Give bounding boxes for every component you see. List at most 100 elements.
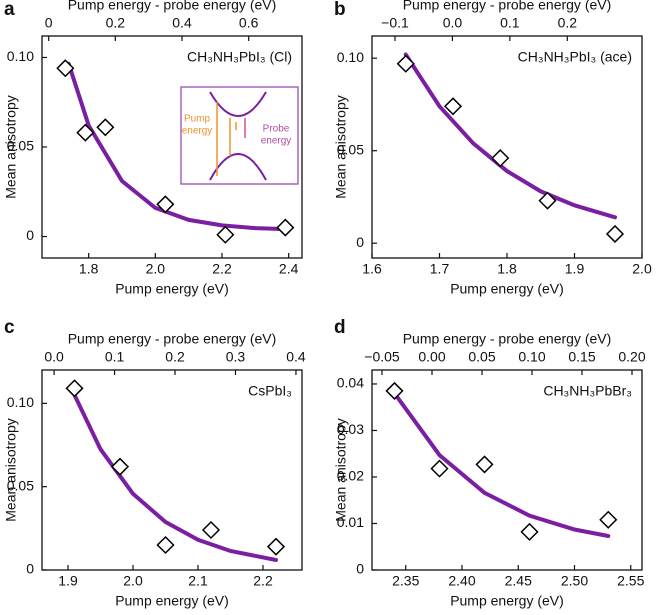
x2-tick-label: 0 xyxy=(45,15,53,31)
data-point xyxy=(216,225,235,244)
data-point xyxy=(599,510,618,529)
data-point xyxy=(276,218,295,237)
x-tick-label: 2.0 xyxy=(632,261,652,277)
data-point xyxy=(201,520,221,540)
y-tick-label: 0.04 xyxy=(337,375,364,391)
y-tick-label: 0 xyxy=(26,561,34,577)
fit-curve xyxy=(392,391,611,538)
annotation: CsPbI₃ xyxy=(248,383,292,399)
data-point xyxy=(56,59,75,78)
x-tick-label: 2.1 xyxy=(188,573,208,589)
data-point xyxy=(266,537,286,556)
x-tick-label: 1.8 xyxy=(497,261,517,277)
y-tick-label: 0.10 xyxy=(7,48,34,64)
data-point xyxy=(385,381,404,400)
panel-label: a xyxy=(4,0,15,20)
y-tick-label: 0.05 xyxy=(337,141,364,157)
data-point xyxy=(96,118,115,137)
annotation: CH₃NH₃PbI₃ (ace) xyxy=(518,49,632,65)
data-point xyxy=(538,191,557,210)
x-tick-label: 2.35 xyxy=(392,573,419,589)
x2-tick-label: 0.2 xyxy=(165,349,185,365)
panel-label: c xyxy=(4,317,15,338)
data-point xyxy=(430,459,449,478)
data-point xyxy=(396,54,415,73)
x-tick-label: 2.0 xyxy=(123,573,143,589)
x2-tick-label: 0.2 xyxy=(106,15,126,31)
data-point xyxy=(491,149,510,168)
x-tick-label: 2.40 xyxy=(448,573,475,589)
x-tick-label: 2.45 xyxy=(505,573,532,589)
x-tick-label: 2.2 xyxy=(253,573,273,589)
x2-tick-label: 0.1 xyxy=(105,349,125,365)
data-point xyxy=(475,455,494,474)
band-upper xyxy=(209,91,267,117)
y-tick-label: 0.10 xyxy=(7,394,34,410)
data-point xyxy=(520,522,539,541)
y-tick-label: 0 xyxy=(26,227,34,243)
x-tick-label: 2.2 xyxy=(212,261,232,277)
x-tick-label: 1.6 xyxy=(362,261,382,277)
plot-frame xyxy=(371,369,643,571)
annotation: CH₃NH₃PbBr₃ xyxy=(543,383,632,399)
x-tick-label: 1.9 xyxy=(565,261,585,277)
probe-label: energy xyxy=(261,136,292,147)
x2-tick-label: 0.4 xyxy=(172,15,192,31)
x-tick-label: 1.7 xyxy=(430,261,450,277)
x2-tick-label: 0.0 xyxy=(44,349,64,365)
x2-axis-title: Pump energy - probe energy (eV) xyxy=(68,0,277,13)
pump-label: Pump xyxy=(184,114,211,125)
x2-tick-label: 0.6 xyxy=(239,15,259,31)
data-point xyxy=(156,195,175,214)
fit-curve xyxy=(403,52,617,220)
x-tick-label: 2.0 xyxy=(146,261,166,277)
x-tick-label: 1.8 xyxy=(79,261,99,277)
inset-frame xyxy=(180,86,299,185)
x-axis-title: Pump energy (eV) xyxy=(450,593,564,609)
x2-axis-title: Pump energy - probe energy (eV) xyxy=(403,331,612,347)
y-tick-label: 0.01 xyxy=(337,514,364,530)
x2-tick-label: −0.1 xyxy=(381,15,409,31)
data-point xyxy=(65,379,84,398)
x2-tick-label: 0.00 xyxy=(418,349,445,365)
panel-label: d xyxy=(334,317,346,338)
probe-label: Probe xyxy=(263,124,290,135)
x2-tick-label: 0.1 xyxy=(500,15,520,31)
x2-axis-title: Pump energy - probe energy (eV) xyxy=(68,331,277,347)
plot-frame xyxy=(41,369,303,571)
data-point xyxy=(605,224,625,244)
x-axis-title: Pump energy (eV) xyxy=(450,281,564,297)
y-tick-label: 0 xyxy=(356,561,364,577)
y-tick-label: 0.05 xyxy=(7,138,34,154)
x2-tick-label: 0.3 xyxy=(226,349,246,365)
x-tick-label: 2.4 xyxy=(279,261,299,277)
y-tick-label: 0.05 xyxy=(7,477,34,493)
x2-tick-label: 0.0 xyxy=(443,15,463,31)
y-tick-label: 0.03 xyxy=(337,421,364,437)
band-lower xyxy=(209,153,267,181)
plot-frame xyxy=(371,35,643,259)
x-axis-title: Pump energy (eV) xyxy=(115,281,229,297)
y-axis-title: Mean anisotropy xyxy=(3,418,19,522)
y-tick-label: 0 xyxy=(356,234,364,250)
x2-tick-label: 0.10 xyxy=(518,349,545,365)
y-tick-label: 0.02 xyxy=(337,468,364,484)
x-tick-label: 1.9 xyxy=(58,573,78,589)
data-point xyxy=(156,535,175,555)
data-point xyxy=(110,457,130,476)
x2-tick-label: 0.05 xyxy=(468,349,495,365)
x2-tick-label: 0.2 xyxy=(558,15,578,31)
fit-curve xyxy=(72,393,278,562)
x2-tick-label: 0.4 xyxy=(286,349,306,365)
annotation: CH₃NH₃PbI₃ (Cl) xyxy=(187,49,292,65)
y-axis-title: Mean anisotropy xyxy=(333,95,349,199)
pump-label: energy xyxy=(182,126,213,137)
y-axis-title: Mean anisotropy xyxy=(3,95,19,199)
y-tick-label: 0.10 xyxy=(337,49,364,65)
data-point xyxy=(443,97,463,116)
x-axis-title: Pump energy (eV) xyxy=(115,593,229,609)
x-tick-label: 2.50 xyxy=(561,573,588,589)
panel-label: b xyxy=(334,0,346,20)
y-axis-title: Mean anisotropy xyxy=(333,418,349,522)
